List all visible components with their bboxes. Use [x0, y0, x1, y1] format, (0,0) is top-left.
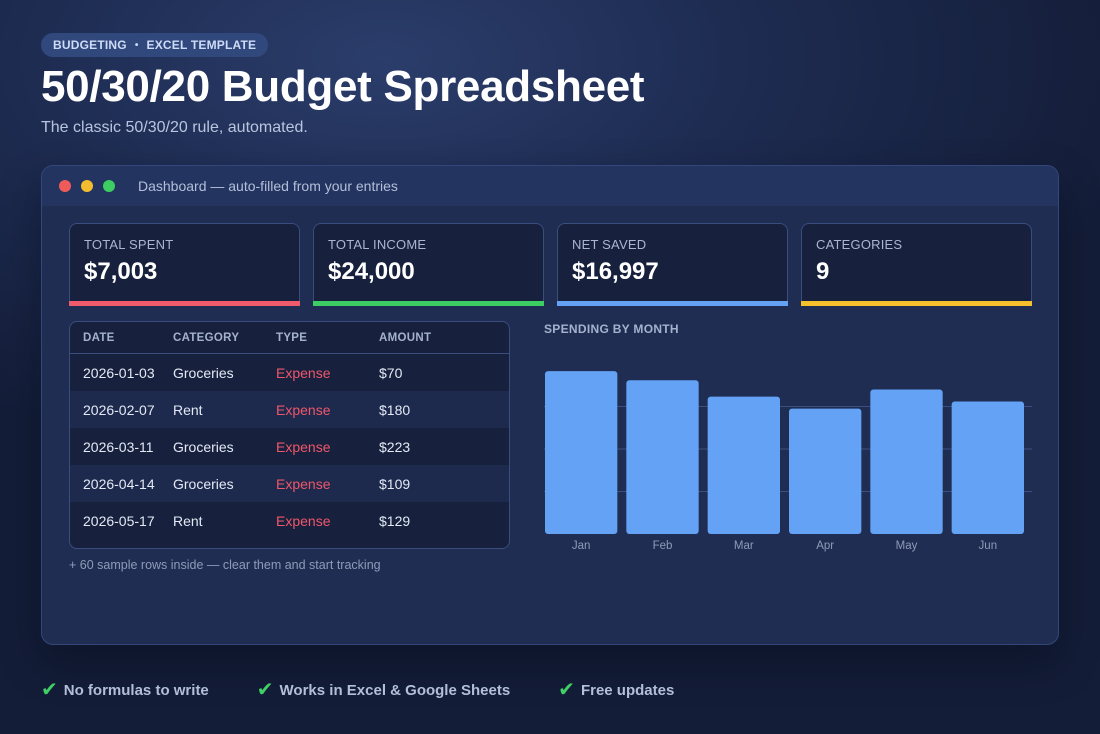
column-header-type[interactable]: TYPE: [276, 331, 308, 344]
kpi-categories: CATEGORIES 9: [801, 223, 1032, 306]
cell-category: Rent: [173, 512, 203, 529]
kpi-value: $24,000: [328, 258, 415, 285]
kpi-label: TOTAL INCOME: [328, 237, 427, 252]
feature-label: No formulas to write: [63, 681, 209, 699]
feature-label: Works in Excel & Google Sheets: [279, 681, 511, 699]
badge-left: BUDGETING: [53, 38, 127, 52]
check-icon: ✔: [558, 679, 575, 701]
cell-type: Expense: [276, 438, 331, 455]
cell-category: Groceries: [173, 364, 234, 381]
kpi-net-saved: NET SAVED $16,997: [557, 223, 788, 306]
cell-category: Groceries: [173, 475, 234, 492]
table-row[interactable]: 2026-02-07 Rent Expense $180: [70, 391, 509, 428]
chart-bar-apr[interactable]: [789, 408, 862, 534]
page-subtitle: The classic 50/30/20 rule, automated.: [41, 119, 308, 136]
category-badge: BUDGETING • EXCEL TEMPLATE: [41, 33, 269, 57]
cell-amount: $109: [379, 475, 411, 492]
badge-separator: •: [134, 39, 139, 51]
window-titlebar: Dashboard — auto-filled from your entrie…: [42, 166, 1058, 206]
cell-amount: $129: [379, 512, 411, 529]
column-header-amount[interactable]: AMOUNT: [379, 331, 432, 344]
cell-date: 2026-03-11: [83, 438, 154, 455]
window-title: Dashboard — auto-filled from your entrie…: [138, 178, 398, 194]
table-header: DATE CATEGORY TYPE AMOUNT: [70, 322, 509, 354]
dashboard-window: Dashboard — auto-filled from your entrie…: [41, 165, 1059, 645]
chart-bar-mar[interactable]: [707, 396, 780, 534]
badge-right: EXCEL TEMPLATE: [146, 38, 257, 52]
transactions-table: DATE CATEGORY TYPE AMOUNT 2026-01-03 Gro…: [69, 321, 510, 549]
kpi-accent-bar: [557, 301, 788, 306]
check-icon: ✔: [41, 679, 58, 701]
cell-date: 2026-04-14: [83, 475, 155, 492]
cell-amount: $180: [379, 401, 411, 418]
kpi-value: $16,997: [572, 258, 659, 285]
feature-item: ✔ No formulas to write: [41, 680, 209, 700]
cell-type: Expense: [276, 512, 331, 529]
chart-tick-label: Jan: [572, 540, 591, 552]
kpi-accent-bar: [313, 301, 544, 306]
table-row[interactable]: 2026-04-14 Groceries Expense $109: [70, 465, 509, 502]
check-icon: ✔: [256, 679, 274, 701]
chart-tick-label: Mar: [734, 540, 754, 552]
sample-rows-note: + 60 sample rows inside — clear them and…: [69, 558, 381, 572]
maximize-window-dot[interactable]: [103, 180, 115, 192]
chart-tick-label: Apr: [816, 540, 834, 552]
feature-list: ✔ No formulas to write ✔ Works in Excel …: [41, 680, 674, 700]
kpi-label: TOTAL SPENT: [84, 237, 174, 252]
kpi-total-spent: TOTAL SPENT $7,003: [69, 223, 300, 306]
chart-title: SPENDING BY MONTH: [544, 322, 679, 336]
chart-tick-label: Feb: [653, 540, 673, 552]
cell-category: Rent: [173, 401, 203, 418]
chart-bar-feb[interactable]: [626, 380, 699, 534]
cell-date: 2026-01-03: [83, 364, 155, 381]
feature-item: ✔ Free updates: [558, 680, 674, 700]
page-title: 50/30/20 Budget Spreadsheet: [41, 62, 645, 111]
cell-amount: $70: [379, 364, 403, 381]
column-header-category[interactable]: CATEGORY: [173, 331, 240, 344]
kpi-accent-bar: [801, 301, 1032, 306]
cell-type: Expense: [276, 475, 331, 492]
table-row[interactable]: 2026-01-03 Groceries Expense $70: [70, 354, 509, 391]
cell-date: 2026-05-17: [83, 512, 155, 529]
kpi-label: NET SAVED: [572, 237, 647, 252]
cell-date: 2026-02-07: [83, 401, 155, 418]
table-row[interactable]: 2026-03-11 Groceries Expense $223: [70, 428, 509, 465]
chart-bar-jan[interactable]: [545, 371, 618, 534]
chart-bar-jun[interactable]: [951, 401, 1024, 534]
chart-tick-label: May: [896, 540, 918, 552]
cell-type: Expense: [276, 401, 331, 418]
chart-tick-label: Jun: [979, 540, 998, 552]
feature-label: Free updates: [580, 681, 675, 699]
kpi-label: CATEGORIES: [816, 237, 903, 252]
column-header-date[interactable]: DATE: [83, 331, 115, 344]
table-row[interactable]: 2026-05-17 Rent Expense $129: [70, 502, 509, 539]
cell-amount: $223: [379, 438, 411, 455]
minimize-window-dot[interactable]: [81, 180, 93, 192]
kpi-total-income: TOTAL INCOME $24,000: [313, 223, 544, 306]
kpi-value: 9: [816, 258, 830, 285]
feature-item: ✔ Works in Excel & Google Sheets: [257, 680, 510, 700]
cell-category: Groceries: [173, 438, 234, 455]
kpi-value: $7,003: [84, 258, 158, 285]
cell-type: Expense: [276, 364, 331, 381]
spending-bar-chart: Jan Feb Mar Apr May Jun: [544, 371, 1032, 552]
kpi-accent-bar: [69, 301, 300, 306]
close-window-dot[interactable]: [59, 180, 71, 192]
chart-bar-may[interactable]: [870, 389, 943, 535]
kpi-row: TOTAL SPENT $7,003 TOTAL INCOME $24,000 …: [69, 223, 1032, 306]
